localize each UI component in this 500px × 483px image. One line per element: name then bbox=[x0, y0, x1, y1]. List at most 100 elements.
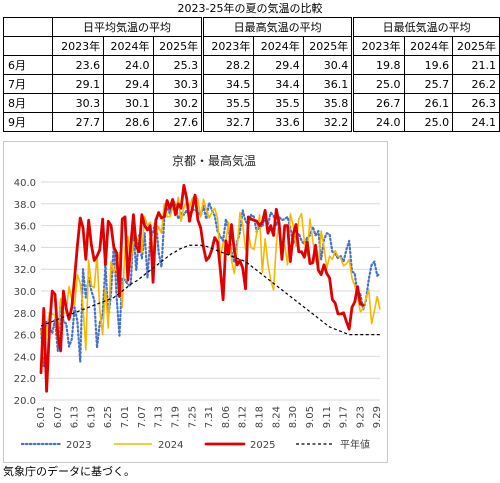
group-header-row: 日平均気温の平均 日最高気温の平均 日最低気温の平均 bbox=[2, 17, 500, 37]
x-tick-label: 8.30 bbox=[288, 406, 299, 428]
table-cell: 28.6 bbox=[103, 112, 154, 132]
year-header: 2023年 bbox=[52, 36, 105, 56]
corner-cell bbox=[2, 36, 54, 56]
table-cell: 19.8 bbox=[351, 55, 405, 75]
legend-label: 2023 bbox=[66, 440, 91, 451]
x-tick-label: 6.13 bbox=[70, 406, 81, 428]
x-tick-label: 9.23 bbox=[355, 406, 366, 428]
table-cell: 26.1 bbox=[403, 93, 454, 113]
y-tick-label: 20.0 bbox=[14, 396, 36, 407]
table-cell: 30.3 bbox=[152, 74, 204, 94]
corner-cell bbox=[2, 17, 54, 37]
y-tick-label: 40.0 bbox=[14, 178, 36, 189]
x-tick-label: 7.25 bbox=[187, 406, 198, 428]
year-header: 2024年 bbox=[253, 36, 304, 56]
table-cell: 21.1 bbox=[452, 55, 500, 75]
table-cell: 32.7 bbox=[201, 112, 255, 132]
y-tick-label: 32.0 bbox=[14, 265, 36, 276]
y-tick-label: 28.0 bbox=[14, 309, 36, 320]
x-tick-label: 9.17 bbox=[339, 406, 350, 428]
year-header: 2025年 bbox=[452, 36, 500, 56]
table-cell: 29.1 bbox=[52, 74, 105, 94]
table-cell: 26.2 bbox=[452, 74, 500, 94]
source-note: 気象庁のデータに基づく。 bbox=[3, 465, 135, 478]
table-cell: 28.2 bbox=[201, 55, 255, 75]
x-tick-label: 9.29 bbox=[372, 406, 383, 428]
table-cell: 26.7 bbox=[351, 93, 405, 113]
table-cell: 30.4 bbox=[302, 55, 354, 75]
y-axis-ticks: 20.0 22.0 24.0 26.0 28.0 30.0 32.0 34.0 36.0 38.0… bbox=[14, 178, 36, 407]
year-header: 2023年 bbox=[351, 36, 405, 56]
x-tick-label: 9.05 bbox=[305, 406, 316, 428]
year-header: 2025年 bbox=[302, 36, 354, 56]
y-tick-label: 38.0 bbox=[14, 200, 36, 211]
table-cell: 25.0 bbox=[351, 74, 405, 94]
table-cell: 29.4 bbox=[253, 55, 304, 75]
month-label: 7月 bbox=[2, 74, 54, 94]
year-header: 2023年 bbox=[201, 36, 255, 56]
x-tick-label: 6.19 bbox=[86, 406, 97, 428]
x-tick-label: 7.01 bbox=[120, 406, 131, 428]
y-tick-label: 30.0 bbox=[14, 287, 36, 298]
table-cell: 35.8 bbox=[302, 93, 354, 113]
month-label: 6月 bbox=[2, 55, 54, 75]
table-row: 8月 30.3 30.1 30.2 35.5 35.5 35.8 26.7 26.1 26.3 bbox=[2, 93, 500, 113]
year-header-row: 2023年 2024年 2025年 2023年 2024年 2025年 2023年 2024年… bbox=[2, 36, 500, 56]
chart-title: 京都・最高気温 bbox=[172, 153, 256, 168]
x-tick-label: 8.12 bbox=[238, 406, 249, 428]
legend-label: 2024 bbox=[158, 440, 183, 451]
table-cell: 34.4 bbox=[253, 74, 304, 94]
legend-label: 平年値 bbox=[340, 438, 370, 451]
x-tick-label: 6.07 bbox=[53, 406, 64, 428]
x-tick-label: 6.01 bbox=[36, 406, 47, 428]
x-tick-label: 7.19 bbox=[170, 406, 181, 428]
legend: 2023 2024 2025 平年値 bbox=[20, 438, 370, 451]
group-header: 日最高気温の平均 bbox=[201, 17, 354, 37]
legend-label: 2025 bbox=[250, 440, 275, 451]
table-cell: 24.1 bbox=[452, 112, 500, 132]
x-axis-ticks: 6.01 6.07 6.13 6.19 6.25 7.01 7.07 7.13 7.19 7.25… bbox=[36, 406, 383, 428]
year-header: 2024年 bbox=[103, 36, 154, 56]
table-cell: 25.0 bbox=[403, 112, 454, 132]
month-label: 9月 bbox=[2, 112, 54, 132]
table-cell: 23.6 bbox=[52, 55, 105, 75]
group-header: 日平均気温の平均 bbox=[52, 17, 204, 37]
x-tick-label: 7.13 bbox=[154, 406, 165, 428]
x-tick-label: 6.25 bbox=[103, 406, 114, 428]
x-tick-label: 8.06 bbox=[221, 406, 232, 428]
year-header: 2024年 bbox=[403, 36, 454, 56]
table-cell: 25.3 bbox=[152, 55, 204, 75]
max-temperature-chart: 京都・最高気温 20.0 22.0 24.0 26.0 28.0 30.0 32.0 34.0… bbox=[14, 153, 383, 451]
table-cell: 29.4 bbox=[103, 74, 154, 94]
table-cell: 24.0 bbox=[103, 55, 154, 75]
table-cell: 19.6 bbox=[403, 55, 454, 75]
x-tick-label: 9.11 bbox=[322, 406, 333, 428]
chart-container: 京都・最高気温 20.0 22.0 24.0 26.0 28.0 30.0 32.0 34.0… bbox=[3, 141, 388, 463]
x-tick-label: 7.07 bbox=[137, 406, 148, 428]
y-tick-label: 24.0 bbox=[14, 352, 36, 363]
table-cell: 36.1 bbox=[302, 74, 354, 94]
table-cell: 30.1 bbox=[103, 93, 154, 113]
table-row: 6月 23.6 24.0 25.3 28.2 29.4 30.4 19.8 19.6 21.1 bbox=[2, 55, 500, 75]
table-cell: 35.5 bbox=[201, 93, 255, 113]
month-label: 8月 bbox=[2, 93, 54, 113]
table-cell: 32.2 bbox=[302, 112, 354, 132]
table-cell: 27.6 bbox=[152, 112, 204, 132]
y-tick-label: 26.0 bbox=[14, 331, 36, 342]
y-tick-label: 34.0 bbox=[14, 243, 36, 254]
x-tick-label: 8.18 bbox=[255, 406, 266, 428]
table-cell: 34.5 bbox=[201, 74, 255, 94]
table-row: 9月 27.7 28.6 27.6 32.7 33.6 32.2 24.0 25.0 24.1 bbox=[2, 112, 500, 132]
group-header: 日最低気温の平均 bbox=[351, 17, 500, 37]
series-line-2 bbox=[39, 183, 365, 393]
table-row: 7月 29.1 29.4 30.3 34.5 34.4 36.1 25.0 25.7 26.2 bbox=[2, 74, 500, 94]
table-cell: 30.2 bbox=[152, 93, 204, 113]
x-tick-label: 8.24 bbox=[271, 406, 282, 428]
series-line-3 bbox=[40, 244, 380, 336]
summary-table: 日平均気温の平均 日最高気温の平均 日最低気温の平均 2023年 2024年 2025年 2… bbox=[2, 17, 500, 132]
series-lines bbox=[39, 183, 382, 393]
year-header: 2025年 bbox=[152, 36, 204, 56]
y-tick-label: 22.0 bbox=[14, 374, 36, 385]
table-cell: 35.5 bbox=[253, 93, 304, 113]
table-cell: 30.3 bbox=[52, 93, 105, 113]
